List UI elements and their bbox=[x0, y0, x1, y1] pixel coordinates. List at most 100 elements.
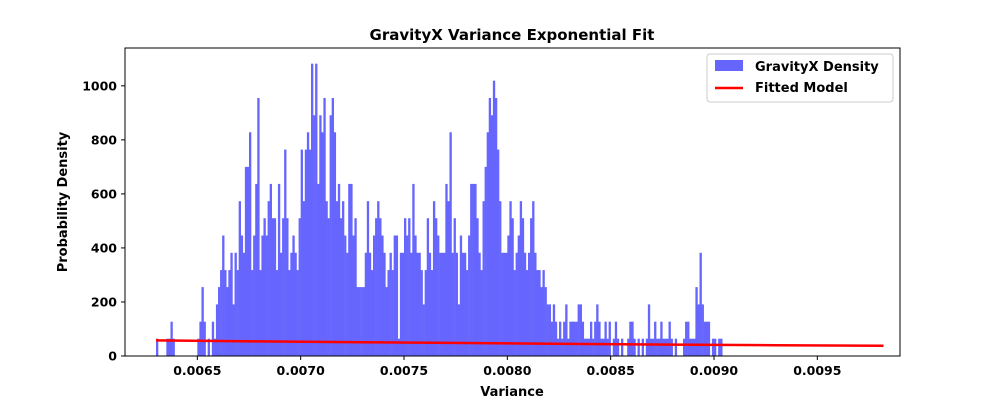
histogram-bar bbox=[463, 252, 467, 356]
histogram-bar bbox=[379, 218, 382, 356]
histogram-bar bbox=[385, 287, 388, 356]
histogram-bar bbox=[224, 270, 227, 356]
legend-box bbox=[706, 53, 894, 103]
histogram-bar bbox=[294, 252, 297, 356]
histogram-bar bbox=[550, 321, 554, 356]
histogram-bar bbox=[503, 252, 506, 356]
histogram-bar bbox=[523, 252, 527, 356]
histogram-bar bbox=[703, 321, 706, 356]
histogram-bar bbox=[443, 252, 446, 356]
x-tick-label: 0.0095 bbox=[793, 363, 841, 378]
histogram-bar bbox=[565, 304, 568, 356]
histogram-bar bbox=[370, 270, 374, 356]
histogram-bar bbox=[693, 338, 696, 356]
histogram-bar bbox=[220, 270, 223, 356]
histogram-bar bbox=[534, 252, 537, 356]
fitted-model-line-group bbox=[155, 339, 884, 347]
histogram-bar bbox=[203, 321, 206, 356]
histogram-bar bbox=[718, 338, 721, 356]
chart-title: GravityX Variance Exponential Fit bbox=[370, 26, 655, 44]
x-tick-label: 0.0080 bbox=[483, 363, 532, 378]
histogram-bar bbox=[482, 201, 485, 356]
histogram-bar bbox=[552, 304, 556, 356]
histogram-bar bbox=[197, 338, 200, 356]
histogram-bar bbox=[304, 149, 308, 356]
x-tick-label: 0.0075 bbox=[380, 363, 428, 378]
histogram-bar bbox=[602, 338, 605, 356]
histogram-bar bbox=[156, 338, 159, 356]
histogram-bar bbox=[540, 287, 543, 356]
histogram-bar bbox=[412, 183, 415, 356]
histogram-bar bbox=[513, 270, 516, 356]
histogram-bar bbox=[269, 183, 272, 356]
x-axis-ticks: 0.0065 0.0070 0.0075 0.0080 0.0085 0.0090 0.00… bbox=[173, 356, 841, 378]
histogram-bar bbox=[373, 235, 376, 356]
histogram-bar bbox=[490, 115, 494, 357]
histogram-bar bbox=[488, 97, 492, 356]
y-axis-label: Probability Density bbox=[56, 131, 71, 272]
histogram-bar bbox=[232, 304, 235, 356]
histogram-bar bbox=[306, 132, 310, 356]
histogram-bar bbox=[647, 304, 651, 356]
histogram-bar bbox=[478, 252, 481, 356]
histogram-bar bbox=[441, 252, 444, 356]
histogram-bar bbox=[236, 270, 239, 356]
histogram-bar bbox=[649, 338, 653, 356]
histogram-bar bbox=[240, 235, 244, 356]
x-tick-label: 0.0070 bbox=[277, 363, 326, 378]
histogram-bar bbox=[544, 287, 547, 356]
histogram-bar bbox=[707, 321, 711, 356]
histogram-bar bbox=[711, 338, 715, 356]
histogram-bar bbox=[356, 287, 359, 356]
histogram-bar bbox=[536, 270, 539, 356]
histogram-bar bbox=[499, 201, 502, 356]
histogram-bar bbox=[670, 338, 673, 356]
histogram-bar bbox=[319, 115, 322, 357]
histogram-bar bbox=[461, 252, 465, 356]
histogram-bar bbox=[315, 63, 318, 357]
histogram-bar bbox=[521, 218, 525, 356]
histogram-bar bbox=[474, 183, 477, 356]
histogram-bar bbox=[645, 338, 649, 356]
histogram-bar bbox=[321, 132, 324, 356]
histogram-bar bbox=[480, 270, 483, 356]
histogram-bar bbox=[282, 218, 285, 356]
histogram-bar bbox=[377, 201, 380, 356]
histogram-bar bbox=[259, 270, 262, 356]
histogram-bar bbox=[459, 235, 463, 356]
histogram-bar bbox=[399, 252, 403, 356]
histogram-bar bbox=[271, 218, 275, 356]
x-tick-label: 0.0085 bbox=[587, 363, 635, 378]
legend: GravityX Density Fitted Model bbox=[706, 53, 894, 103]
histogram-bar bbox=[346, 252, 349, 356]
histogram-bar bbox=[383, 252, 386, 356]
histogram-bar bbox=[424, 270, 427, 356]
histogram-bar bbox=[606, 338, 609, 356]
histogram-bar bbox=[358, 287, 361, 356]
histogram-bar bbox=[476, 218, 479, 356]
histogram-bar bbox=[705, 321, 709, 356]
histogram-bar bbox=[505, 252, 508, 356]
histogram-bar bbox=[261, 235, 264, 356]
histogram-bar bbox=[631, 321, 634, 356]
y-tick-label: 600 bbox=[91, 186, 117, 201]
histogram-bar bbox=[468, 235, 471, 356]
histogram-bar bbox=[333, 132, 337, 356]
histogram-bar bbox=[590, 321, 593, 356]
histogram-bar bbox=[354, 218, 357, 356]
fitted-model-line bbox=[155, 339, 884, 347]
histogram-bar bbox=[633, 338, 636, 356]
histogram-bar bbox=[389, 252, 392, 356]
histogram-bar bbox=[581, 321, 585, 356]
histogram-bar bbox=[366, 201, 370, 356]
histogram-bar bbox=[685, 321, 688, 356]
legend-label-density: GravityX Density bbox=[755, 60, 879, 75]
histogram-bar bbox=[362, 287, 365, 356]
histogram-bar bbox=[275, 270, 279, 356]
histogram-bar bbox=[525, 270, 529, 356]
histogram-bar bbox=[596, 304, 599, 356]
histogram-bar bbox=[532, 201, 535, 356]
histogram-bar bbox=[600, 338, 603, 356]
histogram-bar bbox=[627, 338, 630, 356]
